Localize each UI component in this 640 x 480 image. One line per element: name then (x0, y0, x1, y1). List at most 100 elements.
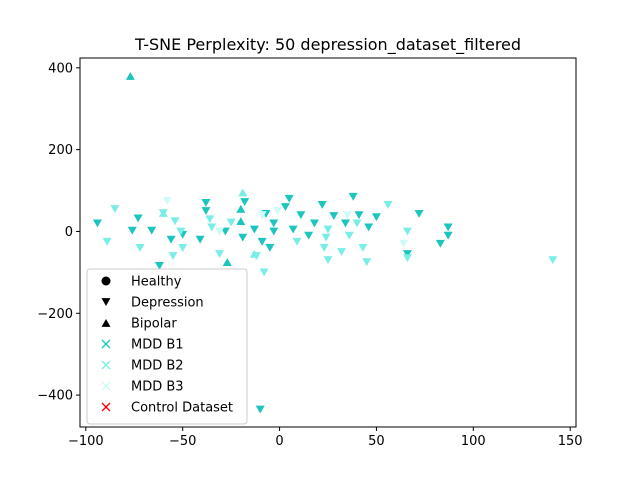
y-tick-label: −200 (37, 307, 73, 322)
data-point-s0-25 (317, 201, 327, 209)
data-point-s1-18 (323, 256, 333, 265)
data-point-s1-27 (548, 256, 558, 265)
legend-marker-1 (101, 298, 111, 307)
data-point-s0-9 (201, 207, 211, 216)
data-point-s4-1 (238, 188, 248, 197)
data-point-s0-30 (364, 223, 374, 232)
legend-label-1: Depression (131, 296, 204, 311)
data-point-s1-21 (352, 219, 362, 228)
data-point-s3-1 (222, 258, 232, 266)
data-point-s2-0 (162, 196, 172, 205)
legend-label-4: MDD B2 (131, 359, 184, 374)
y-tick-label: 400 (48, 61, 73, 76)
data-point-s0-11 (238, 233, 248, 242)
data-point-s1-16 (321, 233, 331, 242)
legend-label-3: MDD B1 (131, 338, 184, 353)
legend-label-6: Control Dataset (131, 401, 233, 416)
data-point-s0-37 (255, 405, 265, 414)
data-point-s0-31 (371, 213, 381, 222)
data-point-s0-22 (296, 211, 306, 220)
data-point-s0-27 (340, 219, 350, 228)
data-point-s0-4 (154, 261, 164, 270)
data-point-s0-23 (304, 231, 314, 240)
data-point-s1-6 (178, 243, 188, 252)
data-point-s0-24 (309, 219, 319, 228)
data-point-s1-23 (362, 258, 372, 267)
legend-marker-6 (101, 402, 111, 412)
data-point-s2-2 (257, 211, 267, 220)
data-point-s3-3 (236, 217, 246, 226)
data-point-s2-3 (273, 207, 283, 216)
data-point-s2-1 (215, 227, 224, 236)
data-point-s0-18 (269, 227, 279, 236)
data-point-s1-20 (344, 231, 354, 240)
y-axis: 400 200 0 −200 −400 (37, 61, 80, 404)
legend-label-2: Bipolar (131, 317, 177, 332)
data-point-s0-32 (402, 250, 412, 259)
data-point-s0-21 (288, 225, 298, 234)
data-point-s1-26 (402, 254, 412, 263)
data-point-s0-0 (92, 219, 102, 228)
legend-marker-5 (101, 381, 111, 391)
data-point-s0-16 (265, 243, 275, 252)
data-point-s3-2 (236, 204, 246, 213)
data-point-s0-35 (443, 223, 453, 232)
data-point-s0-28 (348, 192, 358, 201)
data-point-s1-25 (402, 227, 412, 236)
data-point-s1-15 (319, 243, 329, 252)
data-point-s1-0 (102, 237, 112, 246)
data-point-s0-1 (133, 214, 143, 223)
data-point-s0-20 (284, 194, 294, 203)
legend-label-0: Healthy (131, 275, 182, 290)
legend-marker-2 (101, 318, 111, 327)
x-tick-label: −50 (169, 434, 196, 449)
data-point-s0-10 (220, 227, 230, 236)
legend-marker-3 (101, 339, 111, 349)
x-tick-label: 50 (368, 434, 385, 449)
data-point-s1-13 (259, 268, 269, 277)
data-point-s1-14 (292, 237, 302, 246)
data-point-s1-24 (383, 201, 393, 209)
data-point-s0-3 (147, 226, 157, 235)
data-point-s0-17 (269, 219, 279, 228)
data-point-s1-11 (226, 218, 236, 227)
data-point-s1-2 (135, 243, 145, 252)
y-tick-label: 200 (48, 143, 73, 158)
data-point-s0-33 (414, 210, 424, 218)
data-point-s1-10 (215, 250, 224, 259)
data-point-s0-14 (257, 237, 267, 246)
data-point-s1-1 (110, 205, 120, 214)
x-axis: −100 −50 0 50 100 150 (68, 427, 583, 449)
legend-marker-4 (101, 360, 111, 370)
data-point-s4-0 (158, 208, 168, 217)
data-point-s4-2 (249, 249, 259, 258)
legend-marker-0 (101, 276, 111, 286)
data-point-s1-17 (323, 225, 333, 234)
x-tick-label: −100 (68, 434, 104, 449)
y-tick-label: −400 (37, 389, 73, 404)
chart-title: T-SNE Perplexity: 50 depression_dataset_… (134, 35, 521, 55)
y-tick-label: 0 (65, 225, 73, 240)
data-point-s0-2 (127, 226, 137, 235)
data-point-s2-4 (342, 211, 352, 220)
data-point-s1-7 (168, 252, 178, 261)
data-point-s0-8 (201, 198, 211, 207)
legend-box (86, 268, 248, 425)
data-point-s1-5 (176, 227, 186, 236)
data-point-s0-29 (354, 211, 364, 220)
data-point-s1-22 (358, 243, 368, 252)
legend: Healthy Depression Bipolar MDD B1 MDD B2 MDD … (86, 268, 248, 425)
x-tick-label: 0 (275, 434, 283, 449)
x-tick-label: 150 (558, 434, 583, 449)
data-point-s0-34 (435, 239, 445, 248)
data-point-s1-8 (205, 215, 215, 224)
data-point-s0-12 (240, 198, 250, 207)
legend-label-5: MDD B3 (131, 380, 184, 395)
x-tick-label: 100 (461, 434, 486, 449)
data-point-s0-13 (249, 225, 259, 234)
data-point-s0-26 (329, 212, 339, 220)
plot-frame (79, 57, 577, 428)
data-point-s0-19 (280, 203, 290, 211)
points-layer (92, 71, 558, 414)
